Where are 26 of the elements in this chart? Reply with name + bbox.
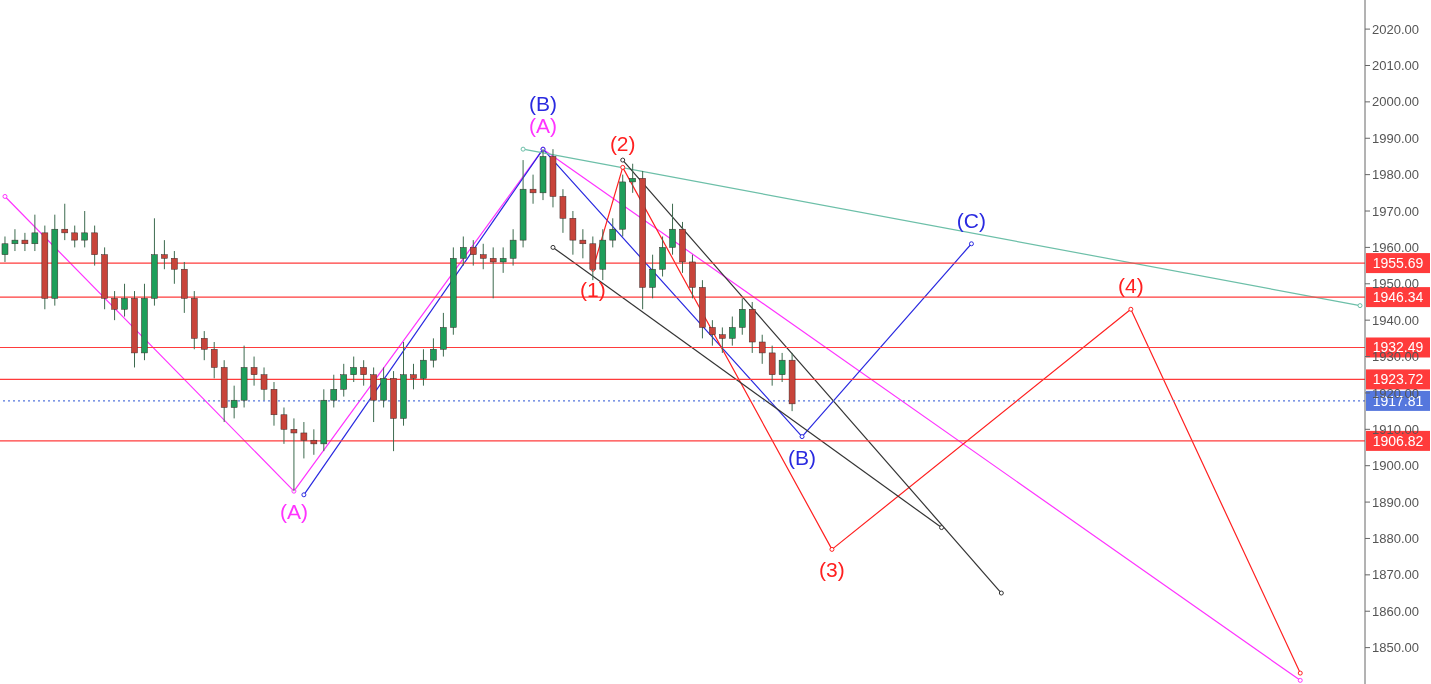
y-tick-label: 1860.00 bbox=[1372, 603, 1419, 619]
y-tick-label: 1960.00 bbox=[1372, 240, 1419, 256]
ref-line-label: 1946.34 bbox=[1372, 289, 1424, 306]
annotation: (A) bbox=[529, 114, 558, 138]
y-tick-label: 1870.00 bbox=[1372, 567, 1419, 583]
y-tick-label: 1890.00 bbox=[1372, 494, 1419, 510]
y-tick-label: 1850.00 bbox=[1372, 640, 1419, 656]
y-tick-label: 1940.00 bbox=[1372, 312, 1419, 328]
annotation: (1) bbox=[579, 278, 606, 302]
annotation: (2) bbox=[609, 132, 636, 156]
annotation: (B) bbox=[529, 92, 558, 116]
annotation: (4) bbox=[1118, 274, 1144, 298]
y-tick-label: 2010.00 bbox=[1372, 58, 1419, 74]
ref-line-label: 1955.69 bbox=[1372, 255, 1424, 272]
y-tick-label: 2000.00 bbox=[1372, 94, 1419, 110]
annotation: (B) bbox=[788, 445, 817, 469]
annotation: (3) bbox=[819, 558, 845, 582]
ref-line-label: 1923.72 bbox=[1372, 371, 1424, 388]
annotation: (A) bbox=[279, 500, 308, 524]
annotation: (C) bbox=[956, 208, 987, 232]
y-tick-label: 1900.00 bbox=[1372, 458, 1419, 474]
y-tick-label: 1980.00 bbox=[1372, 167, 1419, 183]
y-tick-label: 1880.00 bbox=[1372, 531, 1419, 547]
y-tick-label: 1990.00 bbox=[1372, 130, 1419, 146]
y-tick-label: 2020.00 bbox=[1372, 21, 1419, 37]
y-tick-label: 1970.00 bbox=[1372, 203, 1419, 219]
